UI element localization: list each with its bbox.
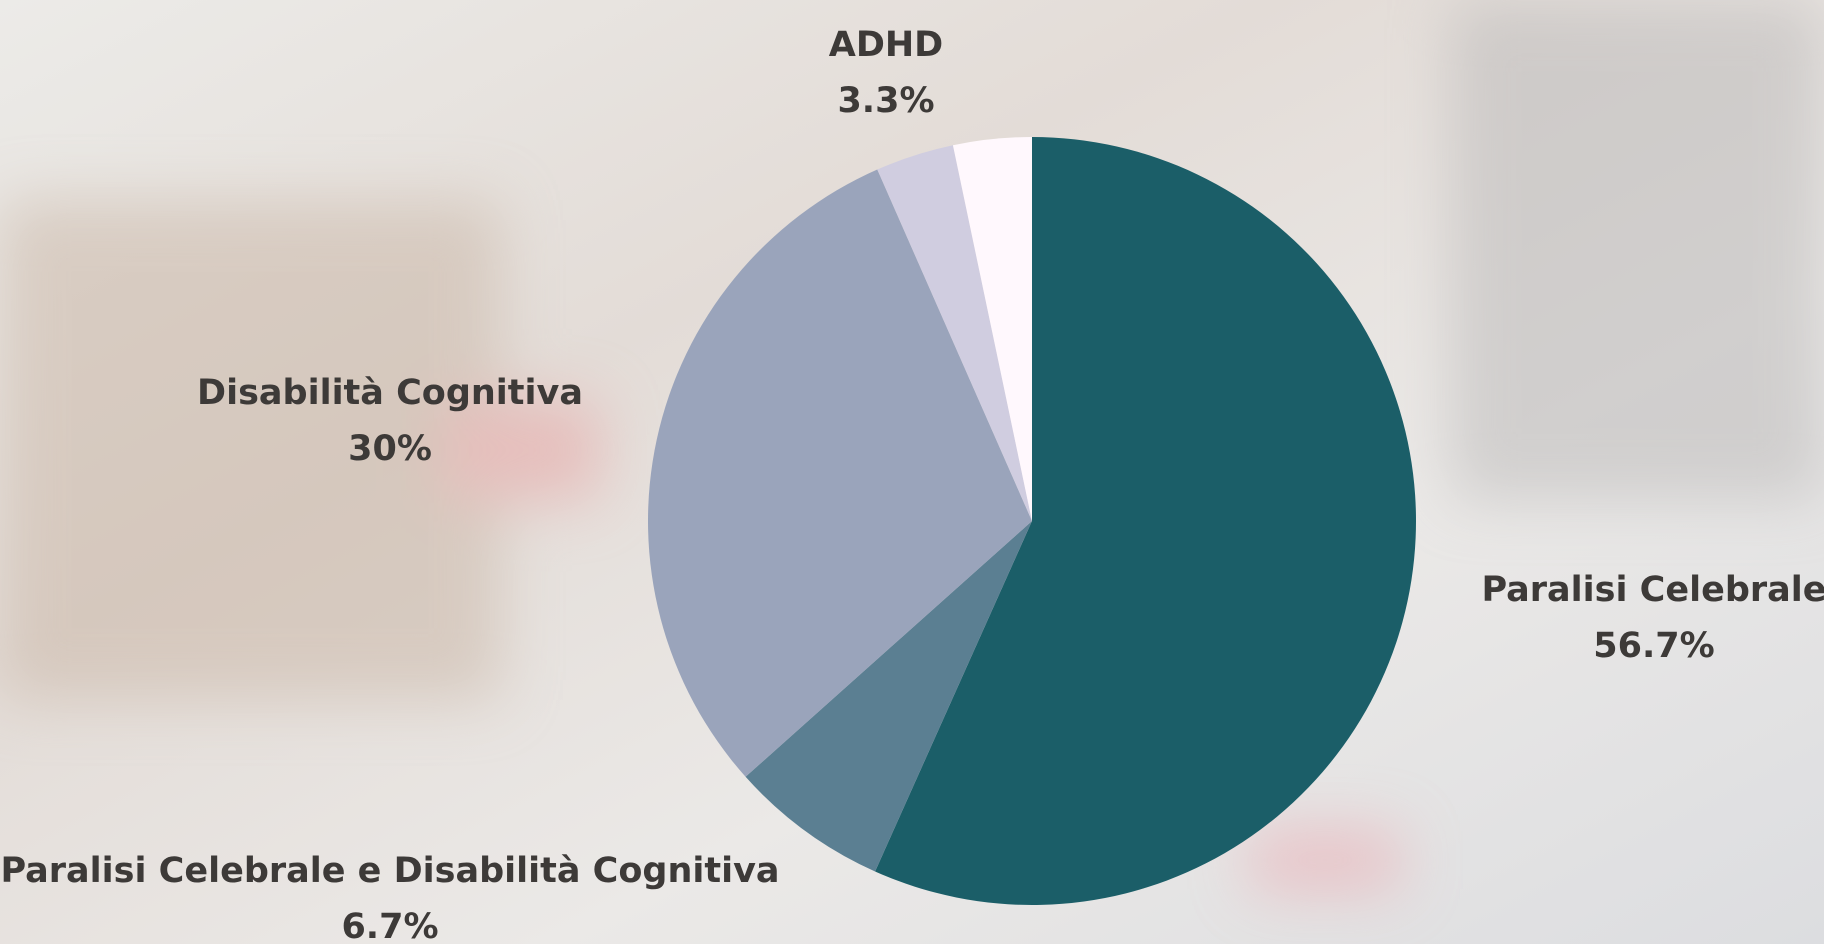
slice-value: 56.7%	[1593, 626, 1714, 666]
slice-label: Disabilità Cognitiva	[197, 373, 583, 413]
slice-label: Paralisi Celebrale	[1481, 570, 1824, 610]
pie-slice	[745, 521, 1032, 872]
pie-slice	[952, 137, 1032, 521]
background-photo	[0, 0, 1824, 890]
pie-slice	[877, 145, 1032, 522]
pie-slice	[875, 137, 1416, 905]
slice-label: Paralisi Celebrale e Disabilità Cognitiv…	[0, 851, 779, 891]
pie-slice	[648, 169, 1032, 777]
slice-value: 3.3%	[837, 81, 934, 121]
slice-label: ADHD	[829, 25, 944, 65]
slice-value: 30%	[348, 429, 432, 469]
slice-value: 6.7%	[341, 907, 438, 944]
